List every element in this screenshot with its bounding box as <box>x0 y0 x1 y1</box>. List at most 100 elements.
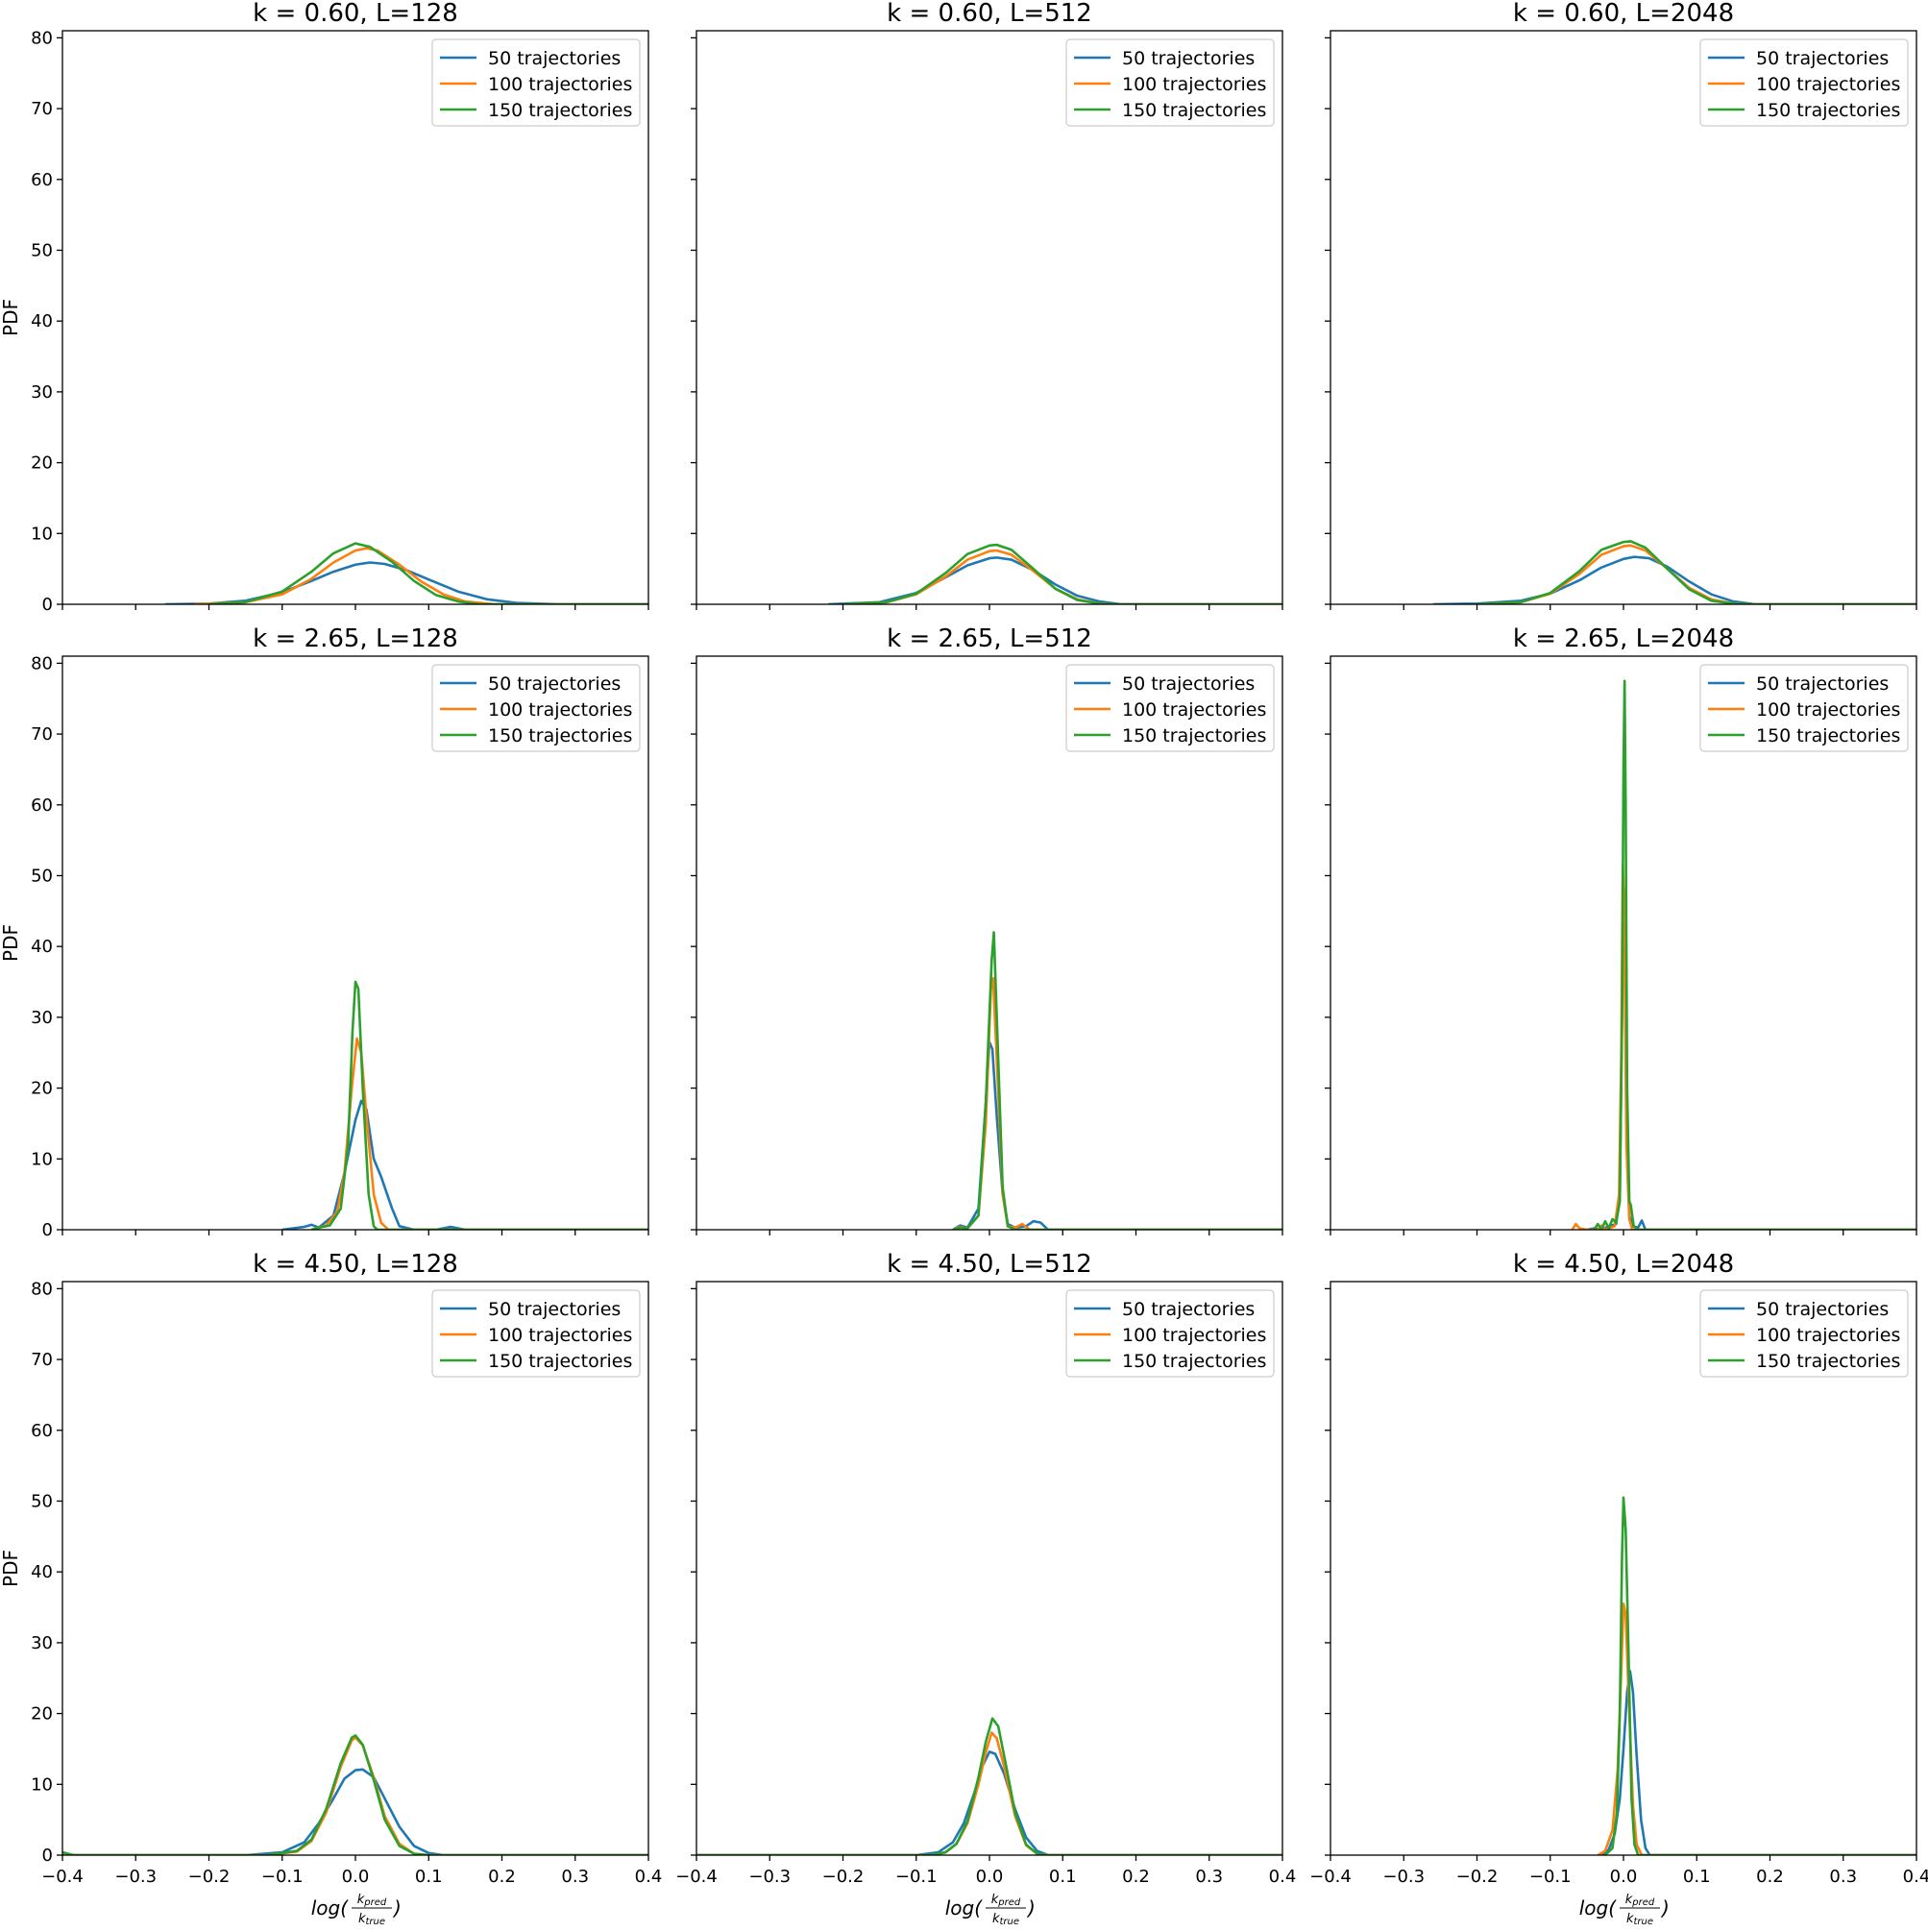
denominator-k: k <box>358 1912 366 1926</box>
y-tick-label: 60 <box>31 170 53 190</box>
legend-entry-3: 150 trajectories <box>488 725 632 746</box>
legend-entry-1: 50 trajectories <box>488 673 621 695</box>
series-line-1 <box>1432 555 1916 604</box>
x-tick-label: −0.1 <box>1529 1867 1572 1887</box>
x-label-numerator: kpred <box>991 1893 1021 1908</box>
y-tick-label: 70 <box>31 724 53 745</box>
subplot-title: k = 0.60, L=2048 <box>1513 0 1734 28</box>
x-label-denominator: ktrue <box>1626 1912 1653 1927</box>
x-label-prefix: log( <box>1579 1896 1617 1920</box>
legend-entry-1: 50 trajectories <box>1122 48 1255 69</box>
series-line-1 <box>1600 1670 1916 1855</box>
legend-entry-2: 100 trajectories <box>1756 74 1900 95</box>
subplot-2: k = 0.60, L=512 50 trajectories 100 trajec… <box>691 0 1283 610</box>
legend: 50 trajectories 100 trajectories 150 traje… <box>1699 664 1909 752</box>
x-tick-label: 0.0 <box>1610 1867 1638 1887</box>
x-tick-label: −0.3 <box>114 1867 157 1887</box>
x-tick-label: −0.4 <box>1309 1867 1352 1887</box>
x-label-numerator: kpred <box>357 1893 387 1908</box>
subplot-title: k = 2.65, L=2048 <box>1513 624 1734 653</box>
legend-entry-1: 50 trajectories <box>1756 48 1889 69</box>
legend-entry-3: 150 trajectories <box>1756 725 1900 746</box>
x-tick-label: 0.4 <box>635 1867 663 1887</box>
legend-entry-3: 150 trajectories <box>1122 725 1266 746</box>
subplot-4: k = 2.65, L=128 0 10 20 30 40 50 60 70 80 PDF 50 tr… <box>0 624 649 1240</box>
curves <box>1571 679 1916 1230</box>
series-line-1 <box>828 556 1282 604</box>
subplot-7: k = 4.50, L=128 0 10 20 30 40 50 60 70 80 −0.4 −0.3… <box>0 1250 662 1927</box>
legend-frame <box>431 38 641 127</box>
x-tick-label: 0.3 <box>1829 1867 1857 1887</box>
numerator-sub: pred <box>1631 1897 1655 1908</box>
x-tick-label: 0.1 <box>1049 1867 1077 1887</box>
subplot-title: k = 4.50, L=128 <box>253 1250 458 1279</box>
legend: 50 trajectories 100 trajectories 150 traje… <box>1065 1289 1275 1378</box>
y-tick-label: 0 <box>42 1220 53 1240</box>
series-line-1 <box>952 1040 1282 1230</box>
legend-entry-3: 150 trajectories <box>1756 1351 1900 1372</box>
denominator-k: k <box>1626 1912 1634 1926</box>
x-tick-label: −0.4 <box>41 1867 84 1887</box>
curves <box>696 1717 1282 1855</box>
series-line-3 <box>1604 1496 1916 1855</box>
x-label-prefix: log( <box>311 1896 349 1920</box>
series-line-3 <box>1477 540 1916 604</box>
subplot-title: k = 4.50, L=2048 <box>1513 1250 1734 1279</box>
x-tick-label: −0.1 <box>895 1867 938 1887</box>
numerator-sub: pred <box>997 1897 1021 1908</box>
series-line-2 <box>62 1736 648 1855</box>
subplot-title: k = 0.60, L=512 <box>887 0 1092 28</box>
y-tick-label: 30 <box>31 1008 53 1028</box>
y-tick-label: 20 <box>31 453 53 474</box>
legend-entry-3: 150 trajectories <box>488 1351 632 1372</box>
legend-entry-1: 50 trajectories <box>1122 673 1255 695</box>
x-tick-label: −0.2 <box>822 1867 865 1887</box>
legend-entry-1: 50 trajectories <box>1756 1299 1889 1320</box>
series-line-3 <box>952 931 1282 1230</box>
y-tick-label: 50 <box>31 866 53 886</box>
x-label-suffix: ) <box>1026 1896 1036 1920</box>
x-tick-label: 0.3 <box>561 1867 589 1887</box>
subplot-title: k = 2.65, L=128 <box>253 624 458 653</box>
subplot-title: k = 2.65, L=512 <box>887 624 1092 653</box>
y-tick-label: 30 <box>31 1633 53 1653</box>
legend-entry-3: 150 trajectories <box>1122 1351 1266 1372</box>
x-tick-label: −0.2 <box>188 1867 231 1887</box>
x-tick-label: 0.2 <box>1756 1867 1784 1887</box>
legend-entry-1: 50 trajectories <box>488 48 621 69</box>
subplot-1: k = 0.60, L=128 0 10 20 30 40 50 60 70 80 PDF 50 tr… <box>0 0 649 615</box>
legend-frame <box>1065 1289 1275 1378</box>
denominator-sub: true <box>366 1917 386 1927</box>
curves <box>828 543 1282 604</box>
x-tick-label: 0.1 <box>415 1867 443 1887</box>
y-tick-label: 80 <box>31 653 53 673</box>
series-line-3 <box>310 980 648 1230</box>
y-tick-label: 80 <box>31 28 53 48</box>
legend: 50 trajectories 100 trajectories 150 traje… <box>431 38 641 127</box>
legend-entry-1: 50 trajectories <box>1756 673 1889 695</box>
y-tick-label: 40 <box>31 311 53 331</box>
x-label-suffix: ) <box>1660 1896 1670 1920</box>
y-axis-label: PDF <box>0 299 22 336</box>
subplot-9: k = 4.50, L=2048 −0.4 −0.3 −0.2 −0.1 0.0 0.1 0.… <box>1309 1250 1928 1927</box>
y-tick-label: 0 <box>42 1846 53 1866</box>
y-tick-label: 40 <box>31 1562 53 1582</box>
legend-entry-2: 100 trajectories <box>488 699 632 721</box>
series-line-3 <box>1593 679 1916 1230</box>
series-line-3 <box>208 542 648 604</box>
y-tick-label: 70 <box>31 1350 53 1370</box>
x-tick-label: 0.2 <box>488 1867 516 1887</box>
x-tick-label: −0.3 <box>1382 1867 1425 1887</box>
series-line-2 <box>1571 864 1916 1230</box>
denominator-sub: true <box>1000 1917 1020 1927</box>
numerator-k: k <box>1625 1893 1633 1907</box>
legend-entry-2: 100 trajectories <box>488 74 632 95</box>
series-line-1 <box>696 1750 1282 1855</box>
y-tick-label: 10 <box>31 524 53 544</box>
denominator-sub: true <box>1634 1917 1654 1927</box>
legend: 50 trajectories 100 trajectories 150 traje… <box>431 664 641 752</box>
x-tick-label: 0.2 <box>1122 1867 1150 1887</box>
series-line-3 <box>842 543 1282 604</box>
